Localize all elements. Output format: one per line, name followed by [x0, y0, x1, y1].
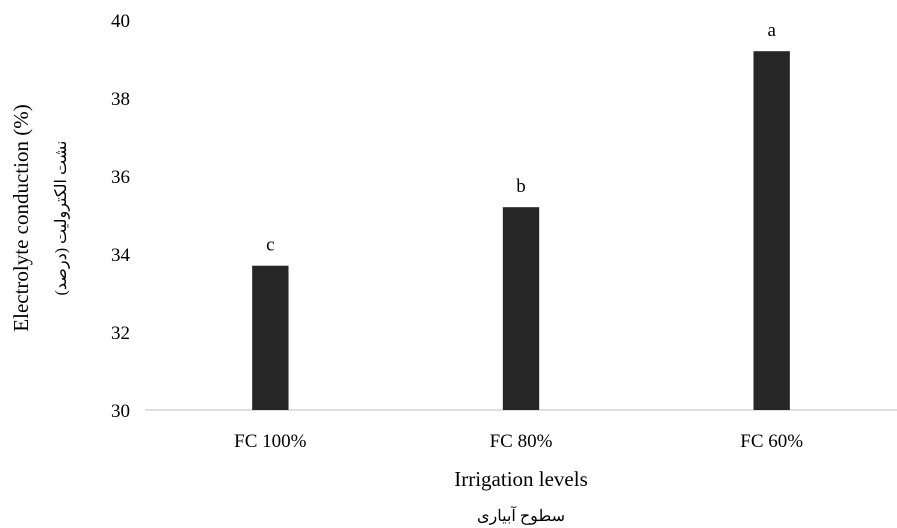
- bar-letter-label: b: [516, 176, 526, 197]
- bars: [252, 51, 790, 410]
- x-category-label: FC 100%: [234, 431, 306, 452]
- x-category-label: FC 80%: [490, 431, 553, 452]
- y-axis-title: Electrolyte conduction (%): [9, 104, 33, 331]
- y-axis-subtitle: نشت الکترولیت (درصد): [53, 141, 70, 296]
- bar-letter-label: a: [767, 20, 776, 41]
- y-tick-label: 38: [111, 89, 130, 110]
- y-tick-label: 32: [111, 323, 130, 344]
- y-axis-ticks: 30 32 34 36 38 40: [111, 11, 131, 422]
- y-tick-label: 36: [111, 167, 130, 188]
- x-category-label: FC 60%: [740, 431, 803, 452]
- y-tick-label: 40: [111, 11, 130, 32]
- bar: [252, 265, 289, 410]
- x-axis-categories: FC 100% FC 80% FC 60%: [234, 431, 803, 452]
- x-axis-title: Irrigation levels: [454, 467, 588, 491]
- bar: [502, 207, 540, 410]
- bar: [753, 51, 790, 410]
- bar-letter-labels: c b a: [266, 20, 776, 256]
- y-tick-label: 30: [111, 401, 130, 422]
- y-tick-label: 34: [111, 245, 131, 266]
- x-axis-subtitle: سطوح آبیاری: [477, 505, 565, 525]
- bar-letter-label: c: [266, 235, 274, 256]
